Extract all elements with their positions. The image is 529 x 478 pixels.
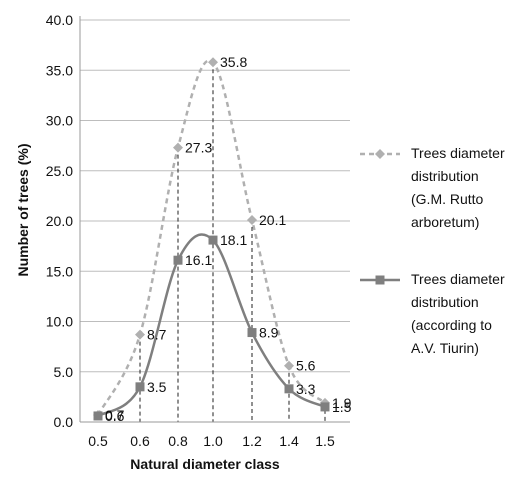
y-tick-label: 5.0 [54,364,74,380]
data-labels: 0.7 8.7 27.3 35.8 20.1 5.6 1.9 0.6 3.5 16.1 18.1 8.… [105,54,352,424]
data-point [284,384,294,394]
legend-label: (according to [411,317,492,333]
y-tick-label: 15.0 [46,263,73,279]
data-label: 3.5 [147,379,167,395]
data-point [135,382,145,392]
gridlines [80,19,350,373]
data-label: 1.5 [332,399,352,415]
x-tick-label: 0.8 [168,433,188,449]
data-point [173,142,183,153]
x-tick-label: 0.6 [130,433,150,449]
series-2 [93,233,330,421]
legend-label: Trees diameter [411,145,505,161]
legend-entry-2: Trees diameter distribution (according to A… [360,271,505,356]
y-tick-label: 35.0 [46,62,73,78]
data-label: 1.9 [332,395,352,411]
data-label: 5.6 [296,358,316,374]
x-tick-label: 1.5 [315,433,335,449]
data-point [135,329,145,340]
data-point [208,57,218,68]
legend-label: distribution [411,294,479,310]
data-label: 0.7 [105,407,125,423]
data-point [247,328,257,338]
y-tick-label: 20.0 [46,213,73,229]
y-tick-label: 0.0 [54,414,74,430]
data-label: 8.7 [147,327,167,343]
series-layer [93,57,330,421]
legend-entry-1: Trees diameter distribution (G.M. Rutto arb… [360,145,505,230]
legend-label: arboretum) [411,214,479,230]
data-point [93,411,103,421]
data-point [173,255,183,265]
legend-swatch-marker [375,275,385,285]
x-tick-labels: 0.5 0.6 0.8 1.0 1.2 1.4 1.5 [88,433,335,449]
data-point [208,235,218,245]
y-tick-labels: 0.0 5.0 10.0 15.0 20.0 25.0 30.0 35.0 40.0 [46,12,73,430]
data-point [284,360,294,371]
data-label: 16.1 [185,252,212,268]
legend: Trees diameter distribution (G.M. Rutto arb… [360,145,505,356]
data-label: 18.1 [220,232,247,248]
y-axis-title: Number of trees (%) [15,143,31,276]
legend-label: A.V. Tiurin) [411,340,479,356]
legend-swatch-marker [375,149,385,159]
data-label: 8.9 [259,325,279,341]
data-label: 35.8 [220,54,247,70]
data-point [320,402,330,412]
data-label: 3.3 [296,381,316,397]
y-tick-label: 30.0 [46,113,73,129]
x-tick-label: 0.5 [88,433,108,449]
x-tick-label: 1.0 [203,433,223,449]
drop-lines [97,62,326,422]
data-point [247,214,257,225]
y-tick-label: 25.0 [46,163,73,179]
y-tick-label: 40.0 [46,12,73,28]
legend-label: Trees diameter [411,271,505,287]
axes [79,16,350,423]
x-tick-label: 1.4 [279,433,299,449]
legend-label: distribution [411,168,479,184]
data-label: 20.1 [259,212,286,228]
y-tick-label: 10.0 [46,314,73,330]
data-label: 27.3 [185,140,212,156]
x-axis-title: Natural diameter class [130,456,280,472]
x-tick-label: 1.2 [242,433,262,449]
legend-label: (G.M. Rutto [411,191,484,207]
data-label: 0.6 [105,408,125,424]
